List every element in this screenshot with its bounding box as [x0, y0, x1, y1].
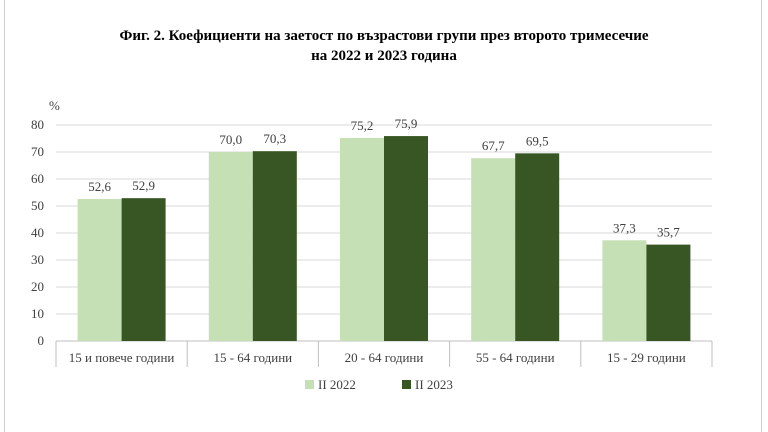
- bar-ii-2023: [252, 151, 297, 341]
- y-tick-label: 50: [31, 198, 44, 213]
- data-label: 52,6: [88, 179, 111, 194]
- data-label: 37,3: [613, 220, 636, 235]
- x-tick-label: 15 - 64 години: [213, 350, 292, 365]
- data-label: 75,9: [395, 116, 418, 131]
- x-tick-label: 55 - 64 години: [476, 350, 555, 365]
- legend-swatch-ii-2022: [305, 380, 314, 389]
- data-label: 75,2: [351, 118, 374, 133]
- y-tick-label: 0: [38, 333, 45, 348]
- y-tick-label: 40: [31, 225, 44, 240]
- data-label: 35,7: [657, 225, 680, 240]
- y-tick-label: 60: [31, 171, 44, 186]
- data-label: 67,7: [482, 138, 505, 153]
- bar-ii-2023: [515, 153, 560, 341]
- chart-title-line-1: Фиг. 2. Коефициенти на заетост по възрас…: [119, 28, 649, 44]
- y-tick-label: 80: [31, 117, 44, 132]
- bar-ii-2022: [471, 158, 516, 341]
- bar-ii-2023: [646, 244, 691, 341]
- data-label: 69,5: [526, 133, 549, 148]
- legend-label: II 2023: [415, 377, 453, 392]
- y-tick-label: 70: [31, 144, 44, 159]
- bar-ii-2022: [340, 137, 384, 341]
- y-axis-label: %: [49, 98, 60, 113]
- bar-ii-2022: [208, 152, 253, 341]
- data-label: 52,9: [132, 178, 155, 193]
- legend-swatch-ii-2023: [402, 380, 411, 389]
- y-tick-label: 20: [31, 279, 44, 294]
- legend-label: II 2022: [318, 377, 356, 392]
- x-tick-label: 20 - 64 години: [345, 350, 424, 365]
- x-tick-label: 15 - 29 години: [607, 350, 686, 365]
- bar-ii-2023: [384, 136, 428, 341]
- bar-ii-2022: [77, 198, 122, 341]
- chart-frame: [4, 0, 762, 432]
- data-label: 70,0: [219, 132, 242, 147]
- chart-title: Фиг. 2. Коефициенти на заетост по възрас…: [0, 26, 768, 66]
- bar-ii-2023: [121, 198, 166, 341]
- bar-ii-2022: [602, 240, 647, 341]
- chart-title-line-2: на 2022 и 2023 година: [311, 48, 457, 64]
- data-label: 70,3: [263, 131, 286, 146]
- y-tick-label: 30: [31, 252, 44, 267]
- x-tick-label: 15 и повече години: [69, 350, 175, 365]
- y-tick-label: 10: [31, 306, 44, 321]
